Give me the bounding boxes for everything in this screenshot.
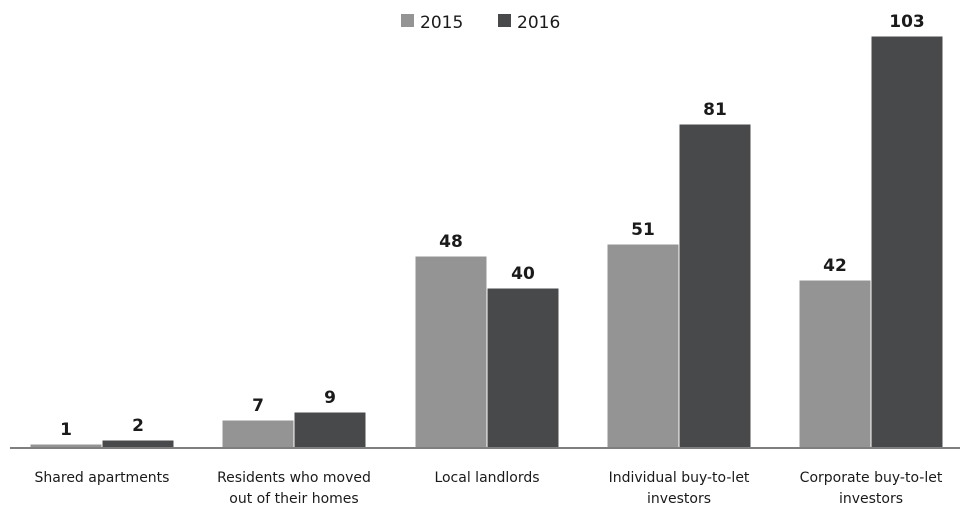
bar-2016-1 (101, 439, 175, 449)
data-label-2015-5: 42 (823, 256, 847, 276)
category-label-4: Individual buy-to-let investors (609, 470, 750, 507)
bar-2016-2 (293, 411, 367, 449)
bar-2015-5 (798, 279, 872, 449)
bar-2016-3 (486, 287, 560, 449)
data-label-2015-3: 48 (439, 232, 463, 252)
data-labels-group: 1 2 7 9 48 40 51 81 42 103 (60, 12, 925, 440)
category-label-2: Residents who moved out of their homes (217, 470, 371, 507)
category-label-1: Shared apartments (35, 470, 170, 486)
bar-2016-5 (870, 35, 944, 449)
legend-swatch-2015 (401, 14, 414, 27)
legend: 2015 2016 (401, 13, 560, 33)
legend-swatch-2016 (498, 14, 511, 27)
category-label-3: Local landlords (434, 470, 539, 486)
bar-2016-4 (678, 123, 752, 449)
bar-2015-4 (606, 243, 680, 449)
data-label-2016-1: 2 (132, 416, 144, 436)
data-label-2015-2: 7 (252, 396, 264, 416)
category-label-5: Corporate buy-to-let investors (800, 470, 943, 507)
legend-label-2016: 2016 (517, 13, 560, 33)
data-label-2015-1: 1 (60, 420, 72, 440)
category-labels-group: Shared apartments Residents who moved out … (35, 470, 943, 507)
data-label-2016-2: 9 (324, 388, 336, 408)
bar-2015-3 (414, 255, 488, 449)
data-label-2016-5: 103 (889, 12, 925, 32)
data-label-2015-4: 51 (631, 220, 655, 240)
data-label-2016-3: 40 (511, 264, 535, 284)
bars-group (29, 35, 944, 449)
bar-2015-2 (221, 419, 295, 449)
data-label-2016-4: 81 (703, 100, 727, 120)
legend-label-2015: 2015 (420, 13, 463, 33)
